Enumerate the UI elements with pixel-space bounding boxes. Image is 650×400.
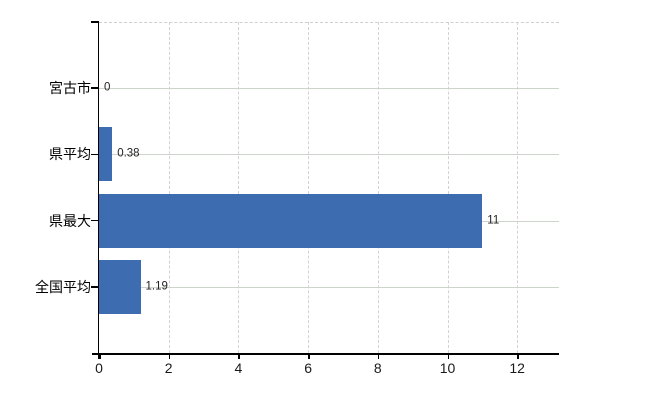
category-label: 県最大: [49, 212, 91, 229]
x-axis-tick: [308, 353, 310, 359]
y-axis-tick: [91, 153, 99, 156]
x-tick-label: 2: [164, 360, 173, 376]
x-axis-tick: [238, 353, 240, 359]
vertical-gridline: [168, 22, 170, 353]
bar: [99, 193, 483, 248]
y-axis-tick: [91, 87, 99, 89]
y-axis-tick: [91, 21, 99, 23]
vertical-gridline: [517, 22, 519, 353]
x-axis-line: [92, 353, 559, 355]
y-axis-line: [97, 22, 99, 359]
x-tick-label: 8: [373, 360, 382, 376]
x-tick-label: 10: [439, 360, 456, 376]
horizontal-gridline: [99, 286, 559, 288]
category-label: 宮古市: [49, 80, 91, 97]
x-axis-tick: [99, 353, 101, 359]
x-tick-label: 4: [234, 360, 243, 376]
plot-top-border: [99, 22, 559, 23]
vertical-gridline: [377, 22, 379, 353]
y-axis-tick: [91, 219, 99, 222]
vertical-gridline: [308, 22, 310, 353]
x-tick-label: 6: [304, 360, 312, 376]
bar: [99, 259, 141, 314]
horizontal-gridline: [99, 154, 559, 156]
y-axis-tick: [91, 286, 99, 288]
x-tick-label: 0: [95, 360, 103, 376]
category-label: 県平均: [49, 146, 91, 163]
bar-value-label: 11: [487, 213, 500, 226]
category-label: 全国平均: [35, 278, 91, 295]
x-axis-tick: [377, 353, 380, 359]
x-axis-tick: [447, 353, 449, 359]
horizontal-gridline: [99, 88, 559, 90]
x-axis-tick: [168, 353, 171, 359]
bar-value-label: 0.38: [117, 147, 140, 160]
x-axis-tick: [517, 353, 519, 359]
bar-value-label: 1.19: [145, 280, 168, 293]
bar: [99, 127, 113, 182]
x-tick-label: 12: [509, 360, 525, 376]
vertical-gridline: [447, 22, 449, 353]
vertical-gridline: [238, 22, 240, 353]
bar-value-label: 0: [104, 81, 111, 94]
